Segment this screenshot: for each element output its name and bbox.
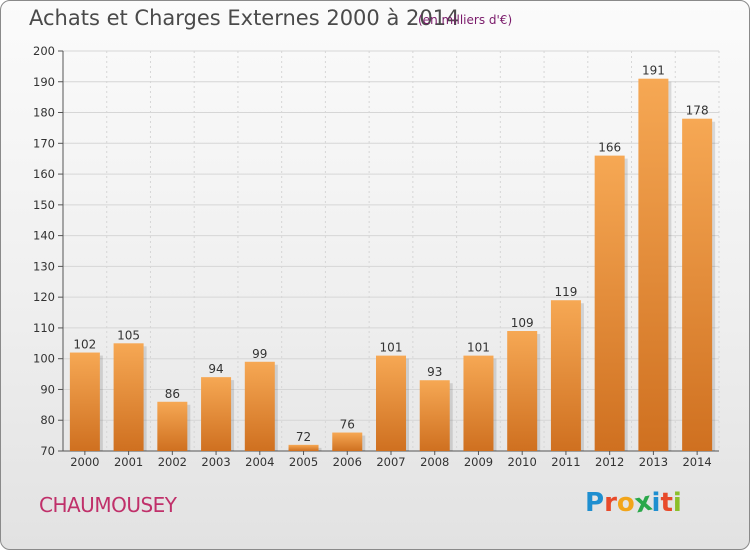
value-label: 94 [208,362,223,376]
bar-2009 [463,355,494,451]
bar-2007 [376,355,406,451]
x-tick-label: 2010 [508,455,537,469]
value-label: 109 [511,316,534,330]
value-label: 72 [296,430,311,444]
x-tick-label: 2007 [376,455,405,469]
bar-2014 [682,118,713,451]
x-tick-label: 2003 [201,455,230,469]
y-tick-label: 170 [33,136,55,150]
value-label: 191 [642,64,665,78]
y-tick-label: 180 [33,106,55,120]
value-label: 86 [165,387,180,401]
x-tick-label: 2008 [420,455,449,469]
x-tick-label: 2000 [70,455,99,469]
value-label: 102 [73,338,96,352]
logo-letter: r [604,488,617,518]
bar-2002 [157,401,188,451]
x-tick-label: 2012 [595,455,624,469]
y-tick-label: 160 [33,167,55,181]
bar-2003 [201,377,232,451]
value-labels: 102 105 86 94 99 72 76 101 93 101 109 119 166 191 178 [73,64,708,444]
value-label: 99 [252,347,267,361]
x-tick-label: 2014 [682,455,711,469]
x-tick-label: 2006 [333,455,362,469]
y-tick-label: 90 [40,382,55,396]
bar-2004 [244,361,275,451]
bar-2010 [507,331,538,451]
bar-2006 [332,432,363,451]
x-tick-label: 2011 [551,455,580,469]
bar-2012 [594,155,625,451]
value-label: 166 [598,141,621,155]
y-tick-label: 80 [40,413,55,427]
x-tick-label: 2004 [245,455,274,469]
value-label: 76 [340,418,355,432]
bar-2000 [69,352,100,451]
value-label: 101 [467,341,490,355]
x-tick-label: 2013 [639,455,668,469]
y-tick-label: 120 [33,290,55,304]
logo-letter: t [660,488,673,518]
y-tick-label: 150 [33,198,55,212]
y-tick-label: 130 [33,259,55,273]
bar-2001 [113,343,144,451]
value-label: 93 [427,365,442,379]
logo-letter: P [585,488,605,518]
bar-2013 [638,78,669,451]
commune-name: CHAUMOUSEY [39,493,177,517]
value-label: 101 [380,341,403,355]
y-tick-label: 190 [33,75,55,89]
chart-unit: (en milliers d'€) [418,13,513,27]
value-label: 119 [554,285,577,299]
bar-2011 [550,300,581,451]
bar-2005 [288,444,319,451]
chart-title: Achats et Charges Externes 2000 à 2014 [29,6,460,30]
x-tick-label: 2009 [464,455,493,469]
y-tick-label: 100 [33,352,55,366]
proxiti-logo[interactable]: Proxiti [585,487,682,520]
bars [69,78,716,451]
logo-letter: i [651,488,661,518]
x-tick-label: 2002 [158,455,187,469]
logo-letter: o [616,488,635,518]
y-tick-label: 70 [40,444,55,458]
x-tick-label: 2005 [289,455,318,469]
value-label: 178 [686,104,709,118]
bar-2008 [419,380,450,451]
y-tick-label: 200 [33,44,55,58]
y-tick-label: 110 [33,321,55,335]
y-tick-label: 140 [33,229,55,243]
logo-letter: i [672,488,682,518]
value-label: 105 [117,328,140,342]
x-tick-label: 2001 [114,455,143,469]
